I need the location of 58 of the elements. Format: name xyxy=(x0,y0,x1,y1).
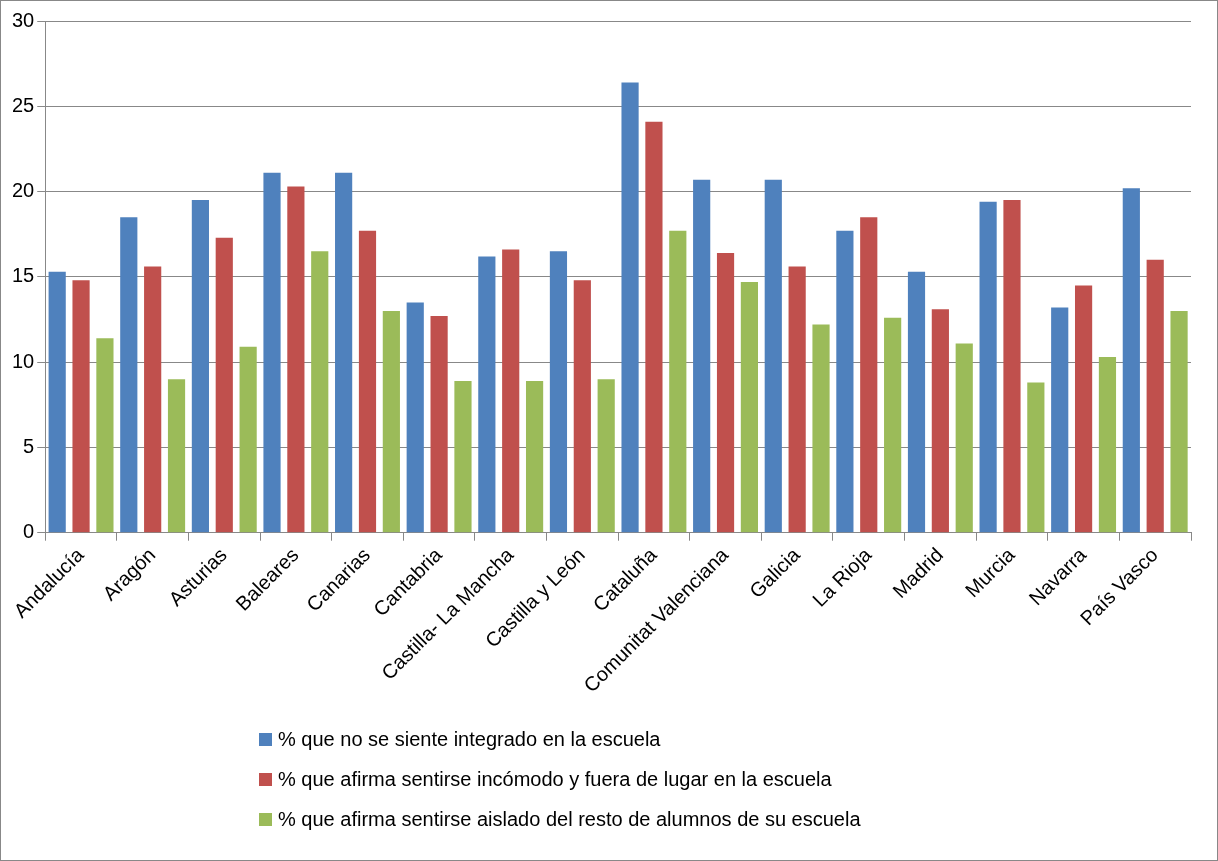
bar xyxy=(740,281,758,533)
bar xyxy=(597,379,615,533)
y-tick-label: 15 xyxy=(12,264,35,287)
bar xyxy=(167,379,186,533)
bar xyxy=(764,179,782,533)
y-tick-label: 20 xyxy=(12,179,35,202)
bar xyxy=(287,186,305,533)
y-tick-label: 5 xyxy=(23,434,35,457)
bar xyxy=(1074,285,1093,533)
legend-label: % que no se siente integrado en la escuela xyxy=(278,727,661,751)
bar xyxy=(335,172,353,533)
y-tick-label: 0 xyxy=(23,520,35,543)
bar xyxy=(907,271,926,533)
bar xyxy=(406,302,424,533)
bar xyxy=(1098,357,1117,533)
bar xyxy=(788,266,806,533)
bar xyxy=(311,251,329,533)
bar xyxy=(382,310,400,533)
bar xyxy=(549,251,568,533)
bar xyxy=(860,217,878,533)
bar xyxy=(1122,188,1140,533)
bar xyxy=(1051,307,1069,533)
bar xyxy=(1146,259,1164,533)
bar xyxy=(144,266,162,533)
bar xyxy=(215,237,233,533)
bar xyxy=(358,230,377,533)
bar xyxy=(525,380,544,533)
bar xyxy=(72,280,90,533)
bar xyxy=(263,172,281,533)
bar xyxy=(884,317,902,533)
bar xyxy=(931,309,949,533)
bar xyxy=(955,343,973,533)
bar xyxy=(502,249,520,533)
bar xyxy=(1003,200,1021,533)
bar xyxy=(621,82,639,533)
bar xyxy=(836,230,854,533)
y-tick-label: 10 xyxy=(12,349,35,372)
bar xyxy=(1170,310,1188,533)
bar xyxy=(716,252,735,533)
bar xyxy=(96,338,114,533)
bar xyxy=(48,271,66,533)
bar xyxy=(645,121,663,533)
legend-label: % que afirma sentirse incómodo y fuera de lugar en la escuela xyxy=(278,767,832,791)
y-tick-label: 30 xyxy=(12,8,35,31)
bar xyxy=(239,346,257,533)
bar xyxy=(454,380,472,533)
bar xyxy=(573,280,591,533)
bar xyxy=(430,316,448,533)
bar xyxy=(478,256,496,533)
bar xyxy=(1027,382,1045,533)
bar xyxy=(812,324,830,533)
bar xyxy=(979,201,997,533)
bar xyxy=(693,179,711,533)
y-tick-label: 25 xyxy=(12,93,35,116)
bar xyxy=(669,230,687,533)
bar xyxy=(191,200,209,533)
legend-label: % que afirma sentirse aislado del resto de alumnos de su escuela xyxy=(278,807,861,831)
bar xyxy=(120,217,138,533)
